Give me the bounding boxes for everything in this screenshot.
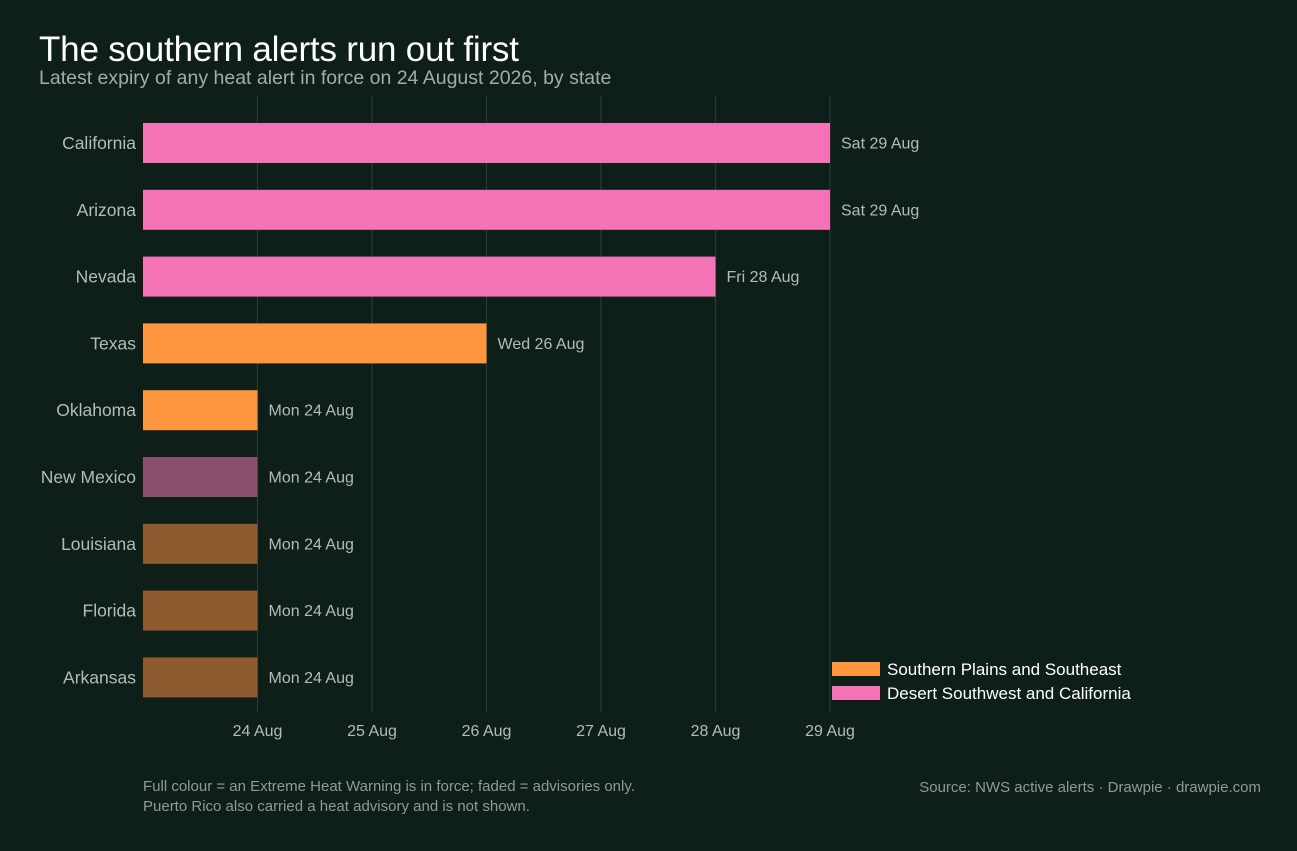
bar-arkansas xyxy=(143,657,258,698)
bar-value-label: Fri 28 Aug xyxy=(727,269,800,286)
bar-new-mexico xyxy=(143,457,258,497)
bar-nevada xyxy=(143,256,716,297)
state-label: Nevada xyxy=(76,267,137,287)
bar-value-label: Sat 29 Aug xyxy=(841,136,919,153)
bar-arizona xyxy=(143,189,830,230)
source-credit: Source: NWS active alerts · Drawpie · dr… xyxy=(919,779,1261,796)
x-axis-ticks: 24 Aug 25 Aug 26 Aug 27 Aug 28 Aug 29 Aug xyxy=(233,723,855,740)
chart-title: The southern alerts run out first xyxy=(39,30,519,69)
bar-texas xyxy=(143,323,487,364)
footnote-warning: Full colour = an Extreme Heat Warning is… xyxy=(143,778,635,795)
legend-entry: Southern Plains and Southeast xyxy=(887,660,1122,679)
bar-california xyxy=(143,123,830,163)
x-tick-label: 25 Aug xyxy=(347,723,397,740)
x-tick-label: 26 Aug xyxy=(462,723,512,740)
state-label: New Mexico xyxy=(41,467,136,487)
bar-value-label: Mon 24 Aug xyxy=(269,536,354,553)
state-label: Louisiana xyxy=(61,534,136,554)
bar-value-label: Mon 24 Aug xyxy=(269,403,354,420)
bar-value-label: Mon 24 Aug xyxy=(269,603,354,620)
bar-value-label: Mon 24 Aug xyxy=(269,670,354,687)
legend-swatch xyxy=(832,662,880,676)
x-tick-label: 29 Aug xyxy=(805,723,855,740)
bar-value-label: Mon 24 Aug xyxy=(269,470,354,487)
bar-value-label: Wed 26 Aug xyxy=(498,336,585,353)
state-label: Arizona xyxy=(77,200,137,220)
bar-florida xyxy=(143,590,258,631)
x-tick-label: 27 Aug xyxy=(576,723,626,740)
bar-oklahoma xyxy=(143,390,258,431)
chart-subtitle: Latest expiry of any heat alert in force… xyxy=(39,67,612,89)
legend-entry: Desert Southwest and California xyxy=(887,684,1131,703)
footnote-puerto-rico: Puerto Rico also carried a heat advisory… xyxy=(143,798,530,815)
bar-value-label: Sat 29 Aug xyxy=(841,202,919,219)
legend-swatch xyxy=(832,686,880,700)
state-label: Texas xyxy=(90,333,136,353)
state-label: Arkansas xyxy=(63,667,136,687)
x-tick-label: 24 Aug xyxy=(233,723,283,740)
state-label: Oklahoma xyxy=(56,400,136,420)
x-tick-label: 28 Aug xyxy=(691,723,741,740)
bar-louisiana xyxy=(143,523,258,564)
state-label: California xyxy=(62,133,136,153)
state-label: Florida xyxy=(83,601,137,621)
legend: Southern Plains and Southeast Desert Sout… xyxy=(832,660,1131,703)
bars: California Sat 29 Aug Arizona Sat 29 Aug Nev… xyxy=(41,123,919,698)
